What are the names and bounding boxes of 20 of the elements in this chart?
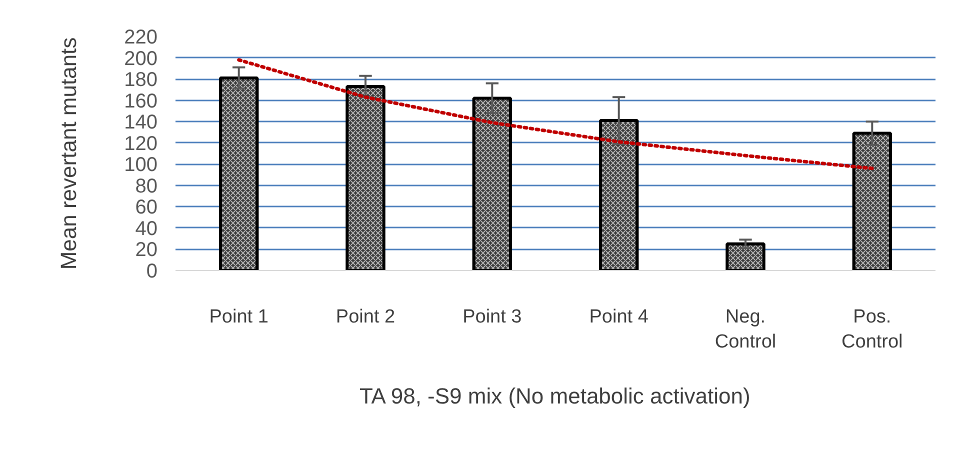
y-tick-label: 40: [135, 218, 158, 240]
x-tick-label: Pos. Control: [842, 306, 903, 353]
y-tick-label: 60: [135, 196, 158, 219]
y-tick-label: 160: [124, 90, 158, 112]
x-tick-label: Point 2: [336, 306, 396, 328]
y-tick-label: 100: [124, 154, 158, 176]
x-tick-label: Point 1: [209, 306, 268, 328]
y-tick-label: 80: [135, 175, 158, 198]
y-tick-label: 220: [124, 26, 158, 48]
x-tick-label: Point 4: [589, 306, 649, 328]
y-tick-label: 140: [124, 112, 158, 134]
y-tick-label: 20: [135, 239, 158, 262]
y-tick-label: 0: [146, 260, 158, 282]
x-axis-title: TA 98, -S9 mix (No metabolic activation): [359, 384, 750, 409]
y-tick-label: 200: [124, 48, 158, 70]
y-tick-label: 120: [124, 132, 158, 155]
y-axis-title: Mean revertant mutants: [56, 37, 82, 270]
x-tick-label: Neg. Control: [714, 306, 776, 353]
x-tick-label: Point 3: [462, 306, 522, 328]
y-tick-label: 180: [124, 69, 158, 92]
